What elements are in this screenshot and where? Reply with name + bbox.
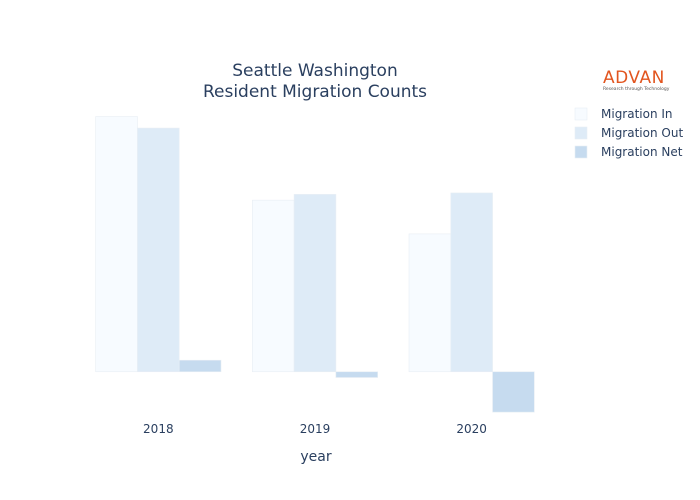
bar-migration-out-2019[interactable]	[293, 194, 337, 373]
chart-title: Seattle Washington Resident Migration Co…	[203, 61, 427, 102]
bar-migration-out-2020[interactable]	[450, 192, 493, 373]
logo-tagline: Research through Technology	[603, 86, 670, 92]
advan-logo: ADVAN Research through Technology	[603, 68, 670, 92]
legend-swatch-migration-net[interactable]	[574, 145, 588, 159]
chart-title-line-2: Resident Migration Counts	[203, 82, 427, 102]
bar-migration-net-2018[interactable]	[178, 359, 222, 373]
bar-migration-net-2019[interactable]	[335, 371, 378, 378]
x-tick-label-2018: 2018	[143, 422, 174, 436]
logo-wordmark: ADVAN	[603, 68, 665, 88]
x-tick-labels: 2018 2019 2020	[143, 422, 487, 436]
legend-label-migration-out[interactable]: Migration Out	[601, 126, 683, 140]
x-tick-label-2019: 2019	[300, 422, 331, 436]
legend-label-migration-in[interactable]: Migration In	[601, 107, 673, 121]
chart-title-line-1: Seattle Washington	[232, 61, 397, 81]
bars-layer	[95, 116, 535, 413]
bar-migration-in-2019[interactable]	[252, 199, 295, 373]
bar-migration-net-2020[interactable]	[492, 371, 535, 413]
x-axis-title: year	[300, 449, 331, 465]
x-tick-label-2020: 2020	[456, 422, 487, 436]
legend-label-migration-net[interactable]: Migration Net	[601, 145, 683, 159]
bar-migration-in-2020[interactable]	[408, 233, 452, 373]
legend: Migration In Migration Out Migration Net	[574, 107, 683, 159]
bar-migration-out-2018[interactable]	[137, 127, 180, 373]
legend-swatch-migration-out[interactable]	[574, 126, 588, 140]
bar-migration-in-2018[interactable]	[95, 116, 138, 373]
legend-swatch-migration-in[interactable]	[574, 107, 588, 121]
